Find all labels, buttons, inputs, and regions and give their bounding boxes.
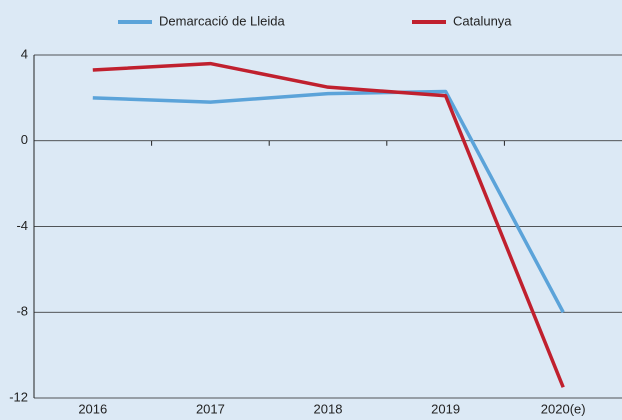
y-tick-label: 4 <box>21 46 28 61</box>
x-tick-label: 2016 <box>78 401 107 416</box>
series-line <box>92 61 565 388</box>
x-tick-label: 2018 <box>314 401 343 416</box>
y-tick-label: 0 <box>21 132 28 147</box>
x-tick-label: 2017 <box>196 401 225 416</box>
y-tick-label: -4 <box>16 218 28 233</box>
y-tick-label: -12 <box>9 389 28 404</box>
y-tick-label: -8 <box>16 304 28 319</box>
legend-label: Demarcació de Lleida <box>159 13 286 28</box>
legend-label: Catalunya <box>453 13 512 28</box>
x-tick-label: 2019 <box>431 401 460 416</box>
series-line <box>92 89 565 314</box>
x-tick-label: 2020(e) <box>541 401 586 416</box>
